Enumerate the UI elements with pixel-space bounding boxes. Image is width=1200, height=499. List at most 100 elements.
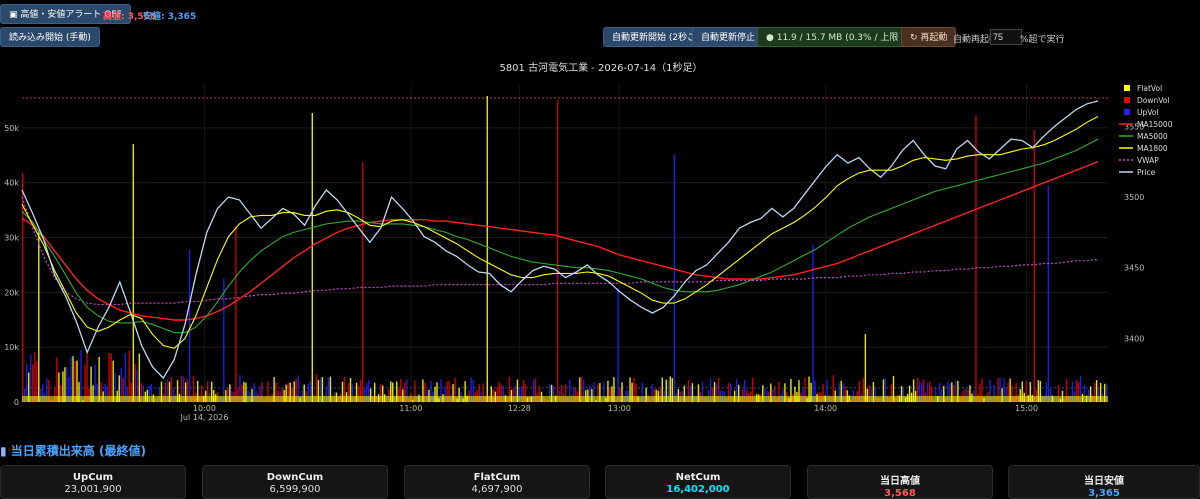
volume-bar <box>390 381 392 402</box>
volume-bar <box>607 380 609 402</box>
volume-bar <box>892 375 895 402</box>
volume-bar <box>715 384 718 402</box>
volume-bar <box>927 382 929 402</box>
volume-bar <box>100 382 102 402</box>
volume-tick-label: 40k <box>4 179 19 188</box>
load-start-button[interactable]: 読み込み開始 (手動) <box>0 27 100 47</box>
chart-legend[interactable]: FlatVol DownVol UpVol MA15000 MA5000 MA1800 VW… <box>1119 84 1173 177</box>
volume-bar <box>62 371 64 402</box>
volume-bar <box>327 377 330 402</box>
volume-bar <box>90 366 92 402</box>
volume-bar <box>1011 385 1013 402</box>
legend-label: MA1800 <box>1137 144 1168 153</box>
volume-bar <box>1047 185 1050 402</box>
volume-tick-label: 50k <box>4 124 19 133</box>
volume-bar <box>908 385 911 402</box>
volume-bar <box>1065 378 1068 402</box>
volume-bar <box>1045 382 1048 402</box>
volume-bar <box>866 388 869 402</box>
volume-bar <box>565 384 567 402</box>
volume-bar <box>1099 382 1102 402</box>
volume-bar <box>196 380 199 402</box>
volume-bar <box>243 381 245 402</box>
auto-update-stop-button[interactable]: 自動更新停止 <box>692 27 765 47</box>
volume-bar <box>868 384 871 402</box>
memory-icon: ● <box>766 33 777 43</box>
volume-bar <box>822 383 824 402</box>
volume-bar <box>98 356 100 402</box>
volume-bars <box>22 95 1108 403</box>
volume-bar <box>697 384 700 402</box>
volume-bar <box>532 379 535 402</box>
price-volume-chart[interactable]: 5801 古河電気工業 - 2026-07-14（1秒足） 0 10k 20k 30k… <box>0 58 1200 438</box>
volume-bar <box>122 377 124 402</box>
volume-bar <box>631 382 633 402</box>
volume-bar <box>170 376 173 402</box>
volume-bar <box>659 387 661 402</box>
alert-bell-icon: ▣ <box>9 10 21 20</box>
volume-bar <box>832 375 834 402</box>
volume-bar <box>619 388 621 402</box>
volume-bar <box>78 382 80 402</box>
volume-bar <box>68 377 70 402</box>
volume-bar <box>593 382 595 402</box>
volume-bar <box>186 379 189 402</box>
volume-bar <box>426 389 428 402</box>
volume-bar <box>727 382 730 402</box>
volume-bar <box>88 387 90 402</box>
legend-label: MA5000 <box>1137 132 1168 141</box>
volume-bar <box>118 375 120 402</box>
volume-bar <box>929 381 931 402</box>
volume-bar <box>341 381 344 402</box>
volume-bar <box>36 361 38 402</box>
volume-tick-label: 0 <box>14 398 19 407</box>
volume-bar <box>142 385 145 402</box>
volume-bar <box>150 383 153 402</box>
volume-bar <box>22 173 24 402</box>
volume-bar <box>1075 380 1078 402</box>
volume-bar <box>764 387 766 402</box>
volume-bar <box>951 382 953 402</box>
volume-bar <box>957 380 959 402</box>
alert-toggle-button[interactable]: ▣ 高値・安値アラート OFF <box>0 4 131 24</box>
volume-bar <box>599 383 601 402</box>
volume-tick-label: 10k <box>4 343 19 352</box>
volume-bar <box>874 388 877 402</box>
volume-bar <box>627 389 629 402</box>
volume-bar <box>422 379 424 402</box>
volume-bar <box>42 383 44 402</box>
volume-bar <box>1009 378 1011 402</box>
volume-bar <box>315 374 318 402</box>
volume-bar <box>30 354 32 402</box>
volume-bar <box>414 380 416 402</box>
volume-bar <box>114 372 116 402</box>
volume-bar <box>1083 384 1086 402</box>
volume-bar <box>689 385 692 402</box>
volume-bar <box>784 383 786 402</box>
volume-bar <box>180 375 183 402</box>
volume-bar <box>575 387 577 402</box>
bar-chart-icon: ▮ <box>0 444 11 458</box>
volume-bar <box>770 383 772 402</box>
volume-bar <box>132 144 135 403</box>
legend-label: MA15000 <box>1137 120 1173 129</box>
volume-bar <box>635 383 637 402</box>
volume-bar <box>935 386 937 402</box>
volume-bar <box>916 377 919 402</box>
volume-bar <box>858 380 861 402</box>
volume-bar <box>241 384 243 402</box>
volume-bar <box>281 387 283 402</box>
restart-threshold-input[interactable] <box>990 29 1022 45</box>
volume-bar <box>285 384 287 402</box>
volume-bar <box>524 384 527 402</box>
volume-bar <box>941 388 943 402</box>
volume-bar <box>701 381 704 402</box>
volume-bar <box>1029 382 1031 402</box>
restart-button[interactable]: ↻ 再起動 <box>901 27 957 47</box>
price-tick-label: 3500 <box>1124 193 1144 202</box>
volume-bar <box>319 378 322 402</box>
volume-bar <box>844 386 846 402</box>
volume-bar <box>48 380 50 402</box>
legend-label: VWAP <box>1137 156 1159 165</box>
volume-bar <box>434 386 436 402</box>
